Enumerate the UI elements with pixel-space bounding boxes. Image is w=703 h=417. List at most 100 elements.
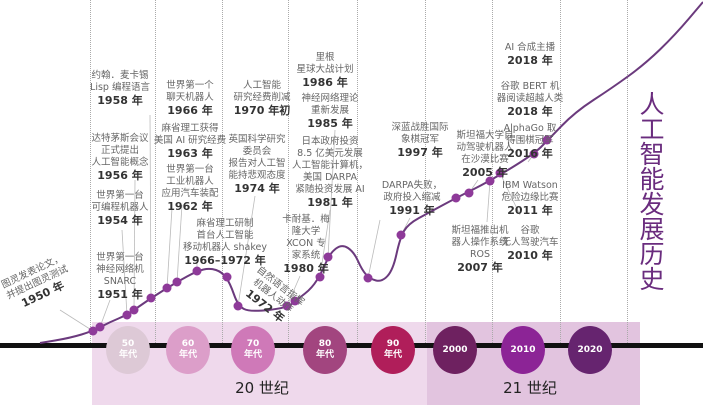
event-text: 里根 bbox=[315, 52, 335, 63]
event-dot bbox=[122, 310, 132, 320]
decade-divider bbox=[492, 0, 493, 345]
event-year: 2018 年 bbox=[507, 54, 553, 67]
event-label: 谷歌 无人驾驶汽车 2010 年 bbox=[501, 225, 558, 263]
event-text: 人工智能 bbox=[242, 80, 282, 91]
event-label: 里根 星球大战计划 1986 年 bbox=[296, 52, 353, 90]
decade-divider bbox=[357, 0, 358, 345]
decade-divider bbox=[155, 0, 156, 345]
event-text: 谷歌 bbox=[520, 225, 540, 236]
event-year: 1985 年 bbox=[307, 117, 353, 130]
decade-label: 年代 bbox=[315, 350, 334, 360]
event-text: SNARC bbox=[103, 276, 137, 287]
event-text: 麻省理工研制 bbox=[196, 218, 254, 229]
event-year: 1991 年 bbox=[389, 204, 435, 217]
event-text: 约翰．麦卡锡 bbox=[91, 70, 149, 81]
event-text: 器阅读超越人类 bbox=[496, 93, 564, 104]
event-dot bbox=[542, 135, 552, 145]
event-year: 1958 年 bbox=[97, 94, 143, 107]
event-label: 日本政府投资 8.5 亿美元发展 人工智能计算机， 美国 DARPA 紧随投资发展 AI… bbox=[292, 136, 368, 210]
event-dot bbox=[529, 149, 539, 159]
decade-label: 50 bbox=[121, 339, 135, 349]
leader-line bbox=[237, 195, 256, 307]
event-text: 斯坦福大学自 bbox=[456, 130, 514, 141]
event-dot bbox=[146, 293, 156, 303]
event-text: AlphaGo 取 bbox=[503, 123, 557, 134]
event-year: 1986 年 bbox=[302, 76, 348, 89]
event-text: 美国 DARPA bbox=[303, 172, 357, 183]
event-label: IBM Watson 危险边缘比赛 2011 年 bbox=[501, 180, 558, 218]
event-label: 卡耐基．梅 隆大学 XCON 专家系统 1980 年 bbox=[282, 214, 330, 276]
event-text: 人工智能概念 bbox=[91, 157, 149, 168]
event-dot bbox=[290, 296, 300, 306]
event-text: 工业机器人 bbox=[166, 176, 214, 187]
event-text: 家系统 bbox=[291, 250, 321, 261]
event-text: Lisp 编程语言 bbox=[90, 82, 150, 93]
event-text: 可编程机器人 bbox=[91, 202, 149, 213]
event-label: 人工智能 研究经费削减 1970 年初 bbox=[233, 80, 290, 118]
event-text: IBM Watson bbox=[502, 180, 558, 191]
event-dot bbox=[162, 283, 172, 293]
event-dot bbox=[129, 305, 139, 315]
leader-line bbox=[133, 179, 136, 311]
event-label: 世界第一个 聊天机器人 1966 年 bbox=[166, 80, 214, 118]
event-text: 美国 AI 研究经费 bbox=[153, 135, 227, 146]
event-text: 研究经费削减 bbox=[233, 92, 291, 103]
event-text: 在沙漠比赛 bbox=[461, 154, 509, 165]
event-text: 麻省理工获得 bbox=[161, 123, 219, 134]
leader-line bbox=[486, 180, 491, 223]
event-text: 正式提出 bbox=[100, 145, 140, 156]
event-text: 深蓝战胜国际 bbox=[391, 122, 449, 133]
event-label: 达特茅斯会议 正式提出 人工智能概念 1956 年 bbox=[91, 133, 148, 183]
leader-line bbox=[166, 207, 173, 289]
event-text: 首台人工智能 bbox=[196, 230, 254, 241]
event-dot bbox=[233, 301, 243, 311]
leader-line bbox=[499, 172, 521, 216]
event-dot bbox=[464, 188, 474, 198]
event-text: 卡耐基．梅 bbox=[282, 214, 330, 225]
event-text: ROS bbox=[469, 249, 491, 260]
event-label: 约翰．麦卡锡 Lisp 编程语言 1958 年 bbox=[90, 70, 150, 108]
event-text: 星球大战计划 bbox=[296, 64, 354, 75]
event-text: 移动机器人 shakey bbox=[183, 242, 267, 253]
decade-marker: 70 年代 bbox=[231, 326, 275, 374]
event-year: 2005 年 bbox=[462, 166, 508, 179]
timeline-axis bbox=[0, 343, 703, 348]
event-year: 1966 年 bbox=[167, 104, 213, 117]
event-text: 无人驾驶汽车 bbox=[501, 237, 559, 248]
event-text: 世界第一台 bbox=[166, 164, 214, 175]
event-year: 2010 年 bbox=[507, 249, 553, 262]
event-dot bbox=[282, 301, 292, 311]
decade-label: 60 bbox=[181, 339, 195, 349]
event-label: 深蓝战胜国际 象棋冠军 1997 年 bbox=[391, 122, 448, 160]
event-text: 神经网络理论 bbox=[301, 93, 359, 104]
event-text: 聊天机器人 bbox=[166, 92, 214, 103]
event-dot bbox=[323, 252, 333, 262]
event-text: 应用汽车装配 bbox=[161, 188, 219, 199]
event-year: 1963 年 bbox=[167, 147, 213, 160]
event-text: 隆大学 bbox=[291, 226, 321, 237]
leader-line bbox=[176, 204, 183, 283]
event-text: DARPA失败， bbox=[381, 180, 443, 191]
event-text: 达特茅斯会议 bbox=[91, 133, 149, 144]
century-20-label: 20 世纪 bbox=[235, 379, 289, 397]
event-text: 政府投入缩减 bbox=[383, 192, 441, 203]
event-text: XCON 专 bbox=[286, 238, 326, 249]
leader-line bbox=[367, 219, 381, 279]
event-year: 1974 年 bbox=[234, 182, 280, 195]
decade-marker: 50 年代 bbox=[106, 326, 150, 374]
event-year: 1997 年 bbox=[397, 146, 443, 159]
event-year: 1951 年 bbox=[97, 288, 143, 301]
decade-divider bbox=[425, 0, 426, 345]
event-label: 英国科学研究 委员会 报告对人工智 能持悲观态度 1974 年 bbox=[228, 134, 285, 196]
curve-line bbox=[39, 1, 703, 344]
event-dot bbox=[88, 326, 98, 336]
event-year: 1956 年 bbox=[97, 169, 143, 182]
event-text: 日本政府投资 bbox=[301, 136, 359, 147]
decade-divider bbox=[222, 0, 223, 345]
event-text: 人工智能计算机， bbox=[291, 160, 369, 171]
event-year: 1966–1972 年 bbox=[184, 254, 266, 267]
decade-label: 80 bbox=[318, 339, 332, 349]
event-year: 2018 年 bbox=[507, 105, 553, 118]
event-text: 世界第一台 bbox=[96, 190, 144, 201]
